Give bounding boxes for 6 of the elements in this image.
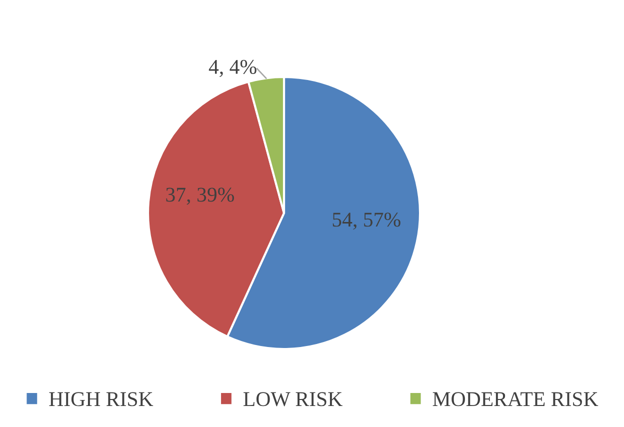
legend-label: HIGH RISK (49, 392, 154, 406)
legend-label: LOW RISK (244, 392, 342, 406)
data-label: 37, 39% (166, 188, 234, 205)
data-label: 4, 4% (208, 60, 256, 77)
data-label: 54, 57% (332, 212, 400, 230)
legend-label: MODERATE RISK (432, 392, 598, 406)
